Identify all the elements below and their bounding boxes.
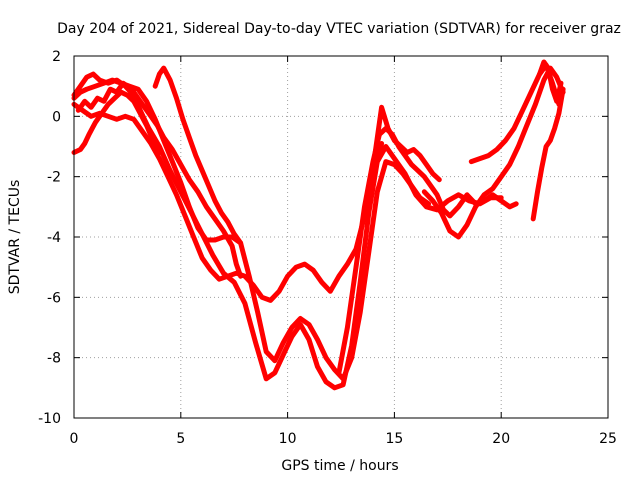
series-trace-9	[421, 65, 566, 240]
x-tick-label: 5	[176, 431, 185, 447]
y-tick-label: -4	[47, 230, 61, 246]
y-tick-label: -6	[47, 290, 61, 306]
y-tick-label: 2	[52, 49, 61, 65]
series-trace-3	[71, 101, 385, 303]
y-tick-label: -10	[38, 411, 61, 427]
series-trace-8	[366, 104, 442, 210]
chart-title: Day 204 of 2021, Sidereal Day-to-day VTE…	[57, 21, 621, 37]
series-trace-6	[152, 65, 244, 246]
series-trace-5	[71, 89, 162, 155]
data-series	[71, 59, 566, 391]
x-tick-label: 20	[492, 431, 510, 447]
x-tick-label: 0	[70, 431, 79, 447]
y-tick-label: -2	[47, 170, 61, 186]
series-trace-12	[537, 59, 564, 104]
x-tick-label: 15	[385, 431, 403, 447]
x-tick-label: 25	[599, 431, 617, 447]
x-axis-label: GPS time / hours	[281, 458, 398, 474]
y-axis-label: SDTVAR / TECUs	[7, 180, 23, 295]
series-trace-11	[530, 86, 566, 222]
y-tick-label: -8	[47, 351, 61, 367]
y-tick-label: 0	[52, 109, 61, 125]
x-tick-label: 10	[279, 431, 297, 447]
series-trace-4	[75, 80, 244, 279]
grid-lines	[74, 56, 608, 418]
axis-ticks: 0 5 10 15 20 25 -10 -8 -6 -4 -2 0 2	[38, 49, 617, 447]
